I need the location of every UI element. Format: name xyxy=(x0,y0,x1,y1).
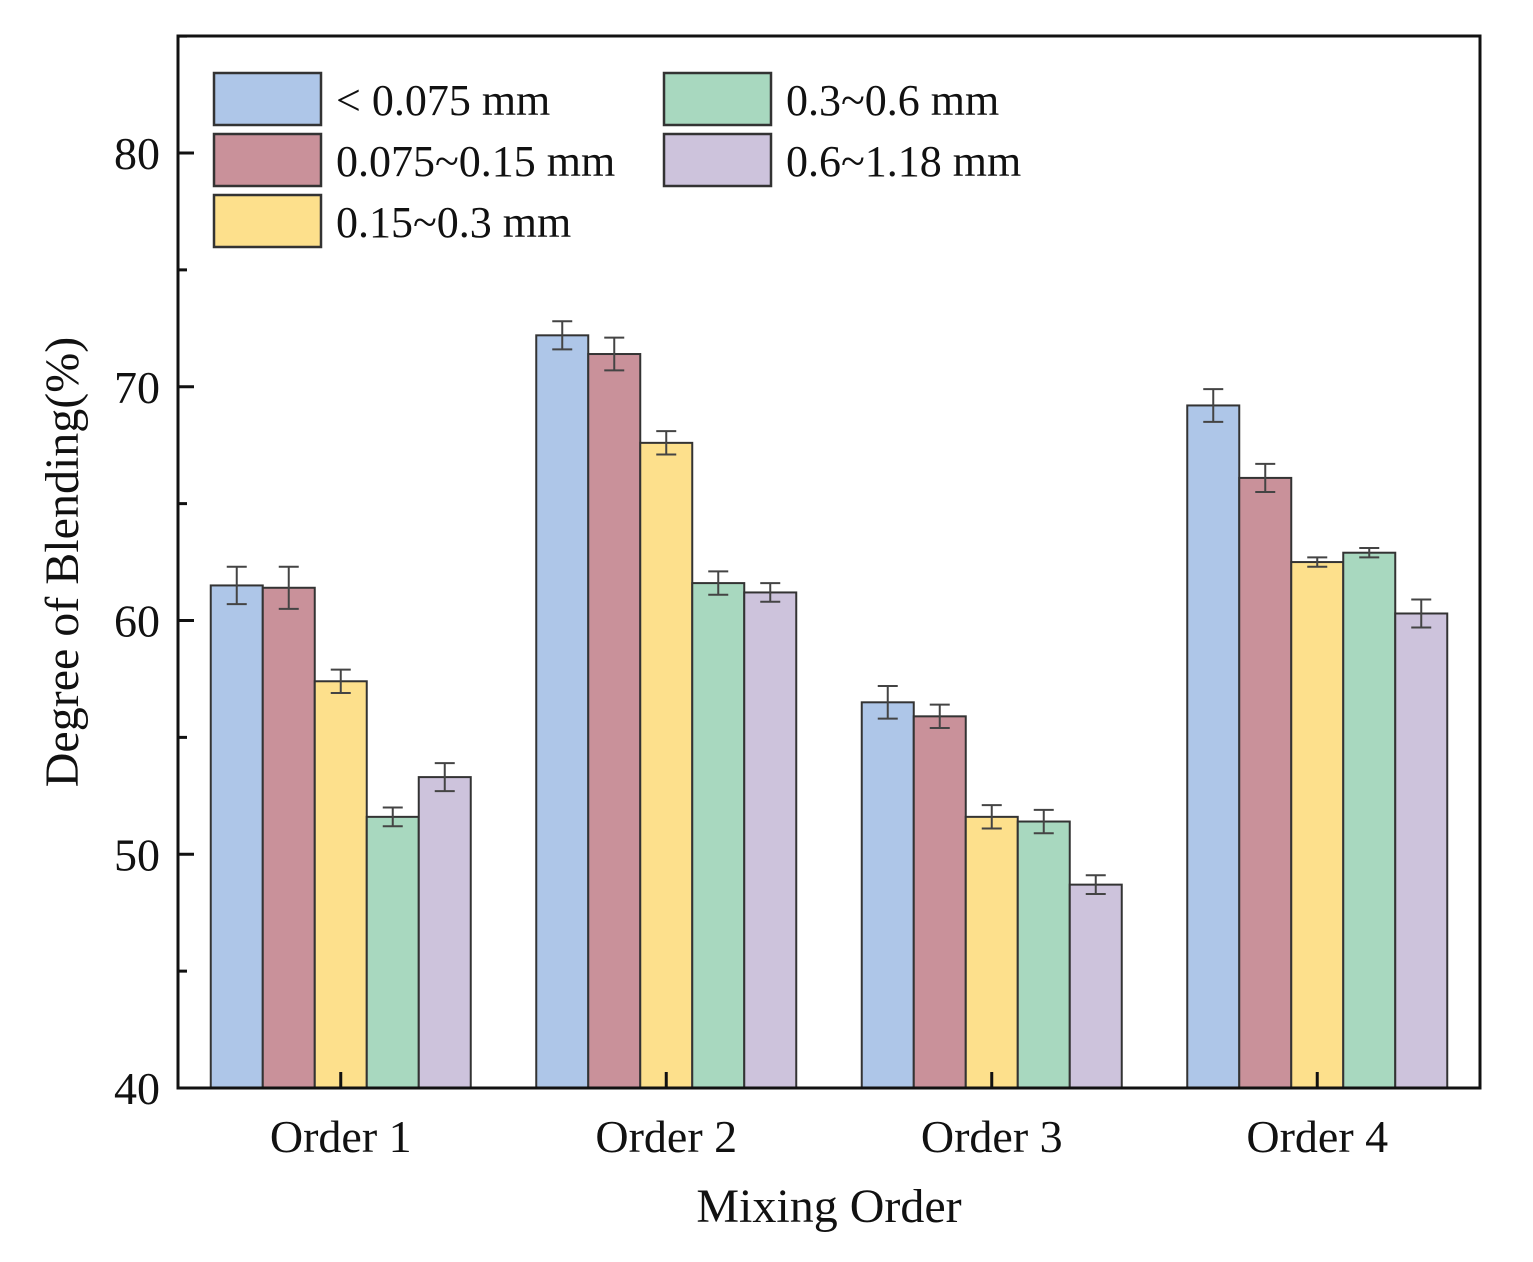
error-bar-order-1-series-2 xyxy=(278,565,299,610)
x-category-label-1: Order 1 xyxy=(270,1111,412,1162)
x-category-label-2: Order 2 xyxy=(595,1111,737,1162)
error-bar-order-2-series-3 xyxy=(656,430,677,456)
error-bar-order-1-series-1 xyxy=(226,565,247,606)
error-bar-order-1-series-3 xyxy=(330,668,351,694)
error-bar-order-2-series-5 xyxy=(760,582,781,603)
y-tick-label-50: 50 xyxy=(114,829,160,880)
error-bar-order-3-series-3 xyxy=(981,804,1002,830)
x-category-label-3: Order 3 xyxy=(921,1111,1063,1162)
bar-order-1-series-2 xyxy=(261,586,316,1090)
bar-order-4-series-4 xyxy=(1342,551,1397,1089)
bar-order-2-series-4 xyxy=(691,582,746,1089)
legend-swatch-5 xyxy=(662,132,773,188)
error-bar-order-4-series-4 xyxy=(1359,547,1380,559)
bar-order-3-series-3 xyxy=(964,815,1019,1089)
legend-swatch-4 xyxy=(662,71,773,127)
error-bar-order-3-series-4 xyxy=(1033,808,1054,835)
legend-label-5: 0.6~1.18 mm xyxy=(786,137,1021,186)
y-axis-title: Degree of Blending(%) xyxy=(36,337,89,788)
error-bar-order-2-series-1 xyxy=(552,320,573,351)
bar-order-2-series-2 xyxy=(587,353,642,1089)
error-bar-order-3-series-1 xyxy=(877,684,898,720)
error-bar-order-2-series-2 xyxy=(604,336,625,372)
legend-label-1: < 0.075 mm xyxy=(336,76,550,125)
plot-frame xyxy=(176,34,1482,1090)
error-bar-order-1-series-5 xyxy=(434,762,455,793)
y-tick-label-70: 70 xyxy=(114,362,160,413)
legend-label-3: 0.15~0.3 mm xyxy=(336,198,571,247)
error-bar-order-2-series-4 xyxy=(708,570,729,596)
bars-layer xyxy=(209,334,1449,1090)
legend-swatch-1 xyxy=(212,71,323,127)
bar-order-1-series-4 xyxy=(365,815,420,1089)
error-bar-order-4-series-1 xyxy=(1203,388,1224,423)
error-bar-order-4-series-2 xyxy=(1255,462,1276,493)
x-axis-title: Mixing Order xyxy=(696,1180,961,1233)
y-tick-label-80: 80 xyxy=(114,128,160,179)
legend-label-2: 0.075~0.15 mm xyxy=(336,137,615,186)
bar-order-4-series-1 xyxy=(1186,404,1241,1089)
y-tick-label-60: 60 xyxy=(114,596,160,647)
legend: < 0.075 mm 0.075~0.15 mm 0.15~0.3 mm 0.3~0.… xyxy=(212,71,1021,249)
bar-order-3-series-1 xyxy=(860,701,915,1089)
error-bars-layer xyxy=(226,320,1432,895)
bar-order-1-series-5 xyxy=(417,776,472,1089)
y-tick-label-40: 40 xyxy=(114,1063,160,1114)
legend-label-4: 0.3~0.6 mm xyxy=(786,76,999,125)
bar-order-1-series-3 xyxy=(313,680,368,1090)
bar-order-2-series-5 xyxy=(743,591,798,1089)
bar-order-3-series-4 xyxy=(1016,820,1071,1090)
error-bar-order-1-series-4 xyxy=(382,806,403,828)
bar-order-4-series-2 xyxy=(1238,476,1293,1090)
error-bar-order-4-series-3 xyxy=(1307,556,1328,568)
bar-order-4-series-3 xyxy=(1290,561,1345,1089)
x-category-label-4: Order 4 xyxy=(1246,1111,1388,1162)
bar-order-3-series-2 xyxy=(912,715,967,1090)
error-bar-order-3-series-2 xyxy=(929,703,950,730)
bar-order-1-series-1 xyxy=(209,584,264,1089)
bar-order-4-series-5 xyxy=(1394,612,1449,1089)
bar-order-2-series-1 xyxy=(535,334,590,1089)
legend-swatch-3 xyxy=(212,193,323,249)
x-axis: Order 1 Order 2 Order 3 Order 4 xyxy=(270,1072,1388,1162)
legend-swatch-2 xyxy=(212,132,323,188)
error-bar-order-3-series-5 xyxy=(1085,874,1106,895)
y-axis: 40 50 60 70 80 xyxy=(114,34,194,1114)
bar-order-3-series-5 xyxy=(1068,883,1123,1090)
bar-order-2-series-3 xyxy=(639,441,694,1090)
error-bar-order-4-series-5 xyxy=(1411,598,1432,629)
